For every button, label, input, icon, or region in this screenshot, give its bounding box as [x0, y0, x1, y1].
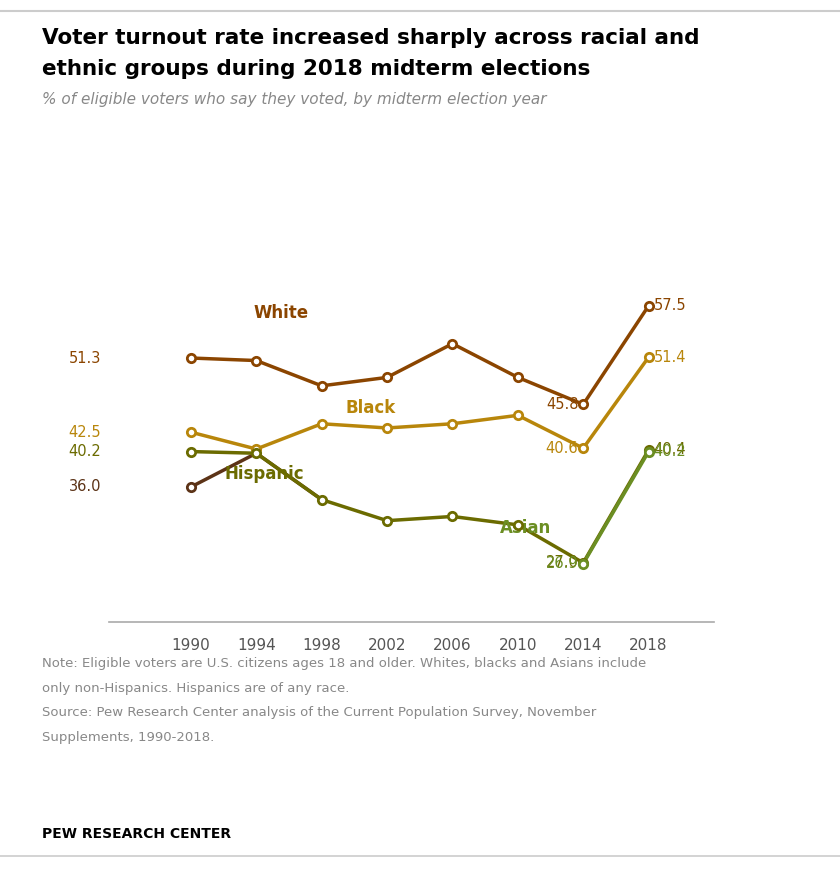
Text: 40.6: 40.6	[546, 441, 578, 456]
Text: Note: Eligible voters are U.S. citizens ages 18 and older. Whites, blacks and As: Note: Eligible voters are U.S. citizens …	[42, 657, 646, 670]
Text: 51.3: 51.3	[69, 350, 101, 365]
Text: % of eligible voters who say they voted, by midterm election year: % of eligible voters who say they voted,…	[42, 92, 547, 107]
Text: 51.4: 51.4	[654, 349, 686, 364]
Text: White: White	[254, 304, 308, 323]
Text: Source: Pew Research Center analysis of the Current Population Survey, November: Source: Pew Research Center analysis of …	[42, 706, 596, 720]
Text: 45.8: 45.8	[546, 397, 578, 412]
Text: Black: Black	[345, 399, 396, 417]
Text: 40.4: 40.4	[654, 443, 686, 458]
Text: 40.2: 40.2	[68, 444, 101, 459]
Text: 40.2: 40.2	[654, 444, 686, 459]
Text: 36.0: 36.0	[69, 480, 101, 495]
Text: 42.5: 42.5	[68, 424, 101, 440]
Text: 57.5: 57.5	[654, 298, 686, 313]
Text: only non-Hispanics. Hispanics are of any race.: only non-Hispanics. Hispanics are of any…	[42, 682, 349, 695]
Text: Supplements, 1990-2018.: Supplements, 1990-2018.	[42, 731, 214, 744]
Text: PEW RESEARCH CENTER: PEW RESEARCH CENTER	[42, 827, 231, 841]
Text: ethnic groups during 2018 midterm elections: ethnic groups during 2018 midterm electi…	[42, 59, 591, 79]
Text: Asian: Asian	[501, 519, 552, 537]
Text: 26.9: 26.9	[546, 557, 578, 572]
Text: 27.0: 27.0	[545, 556, 578, 571]
Text: Voter turnout rate increased sharply across racial and: Voter turnout rate increased sharply acr…	[42, 28, 700, 49]
Text: Hispanic: Hispanic	[224, 465, 304, 482]
